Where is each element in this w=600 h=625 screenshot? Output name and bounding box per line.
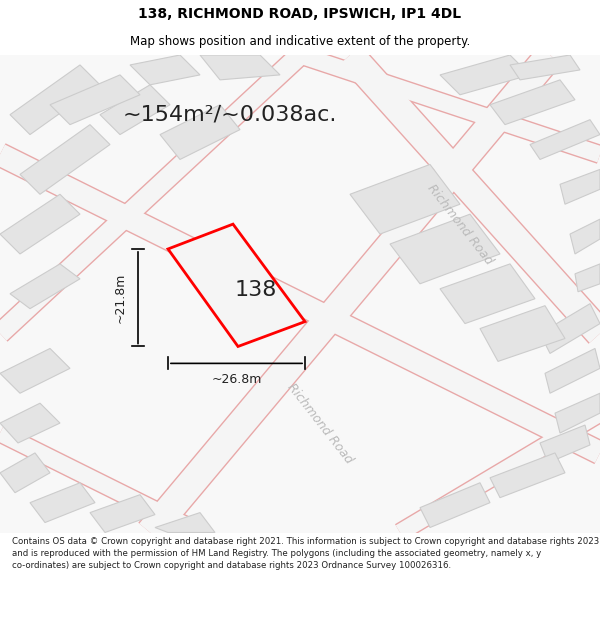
Polygon shape (530, 119, 600, 159)
Polygon shape (90, 495, 155, 532)
Polygon shape (440, 264, 535, 324)
Polygon shape (130, 55, 200, 85)
Polygon shape (20, 124, 110, 194)
Text: ~26.8m: ~26.8m (211, 372, 262, 386)
Polygon shape (480, 306, 565, 361)
Polygon shape (420, 482, 490, 528)
Polygon shape (160, 105, 240, 159)
Polygon shape (545, 349, 600, 393)
Polygon shape (440, 55, 530, 95)
Polygon shape (50, 75, 140, 124)
Polygon shape (350, 164, 460, 234)
Text: Map shows position and indicative extent of the property.: Map shows position and indicative extent… (130, 35, 470, 48)
Text: Richmond Road: Richmond Road (284, 381, 355, 466)
Polygon shape (168, 224, 305, 346)
Polygon shape (30, 482, 95, 522)
Polygon shape (490, 80, 575, 124)
Text: 138, RICHMOND ROAD, IPSWICH, IP1 4DL: 138, RICHMOND ROAD, IPSWICH, IP1 4DL (139, 7, 461, 21)
Polygon shape (0, 194, 80, 254)
Polygon shape (0, 403, 60, 443)
Polygon shape (490, 453, 565, 498)
Text: ~21.8m: ~21.8m (113, 272, 127, 323)
Polygon shape (10, 264, 80, 309)
Text: 138: 138 (235, 280, 277, 300)
Polygon shape (10, 65, 100, 134)
Polygon shape (570, 219, 600, 254)
Polygon shape (100, 85, 170, 134)
Polygon shape (0, 55, 600, 532)
Text: ~154m²/~0.038ac.: ~154m²/~0.038ac. (123, 104, 337, 125)
Polygon shape (390, 214, 500, 284)
Polygon shape (200, 55, 280, 80)
Text: Contains OS data © Crown copyright and database right 2021. This information is : Contains OS data © Crown copyright and d… (12, 537, 599, 570)
Polygon shape (575, 264, 600, 292)
Polygon shape (0, 349, 70, 393)
Polygon shape (540, 304, 600, 354)
Polygon shape (555, 393, 600, 433)
Text: Richmond Road: Richmond Road (425, 181, 496, 267)
Polygon shape (155, 512, 215, 532)
Polygon shape (540, 425, 590, 463)
Polygon shape (510, 55, 580, 80)
Polygon shape (560, 169, 600, 204)
Polygon shape (0, 453, 50, 493)
